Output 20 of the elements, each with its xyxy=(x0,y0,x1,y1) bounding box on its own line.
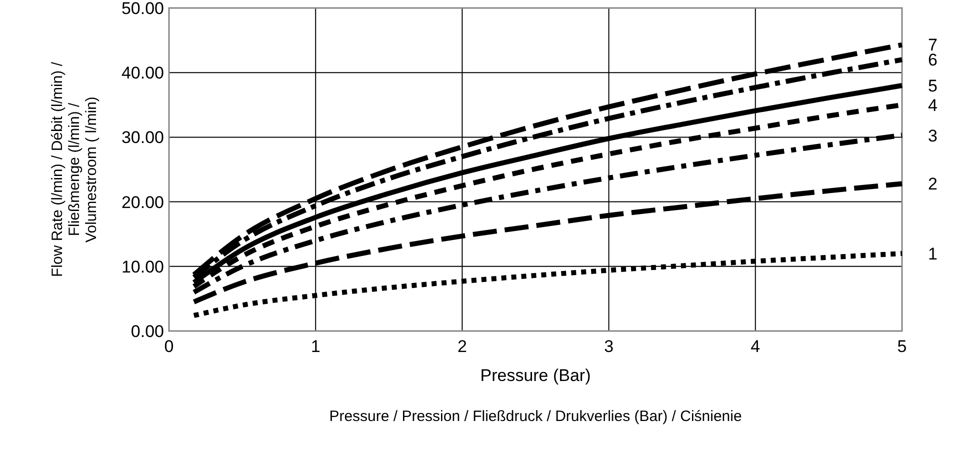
x-tick-label: 3 xyxy=(604,337,614,356)
y-axis-title: Flow Rate (l/min) / Débit (l/min) / Fließmenge (l/min) / Volumestroom ( l/min) xyxy=(49,61,100,278)
series-label: 2 xyxy=(928,174,938,194)
y-tick-label: 20.00 xyxy=(121,192,164,212)
series-label: 5 xyxy=(928,76,938,96)
text: Pressure / Pression / Fließdruck / Drukverlies (Bar) / Ciśnienie xyxy=(329,408,742,425)
x-tick-label: 1 xyxy=(310,337,320,356)
y-tick-label: 50.00 xyxy=(121,0,164,18)
y-tick-label: 30.00 xyxy=(121,128,164,148)
y-tick-label: 0.00 xyxy=(130,322,164,341)
series-label: 4 xyxy=(928,96,938,115)
x-tick-label: 0 xyxy=(164,337,174,356)
y-tick-label: 10.00 xyxy=(121,257,164,276)
y-tick-label: 40.00 xyxy=(121,64,164,83)
series-label: 1 xyxy=(928,244,938,264)
x-tick-label: 2 xyxy=(457,337,467,356)
series-label: 3 xyxy=(928,126,938,146)
x-tick-label: 5 xyxy=(897,337,907,356)
x-axis-title: Pressure (Bar) xyxy=(480,366,591,385)
x-tick-label: 4 xyxy=(750,337,760,356)
